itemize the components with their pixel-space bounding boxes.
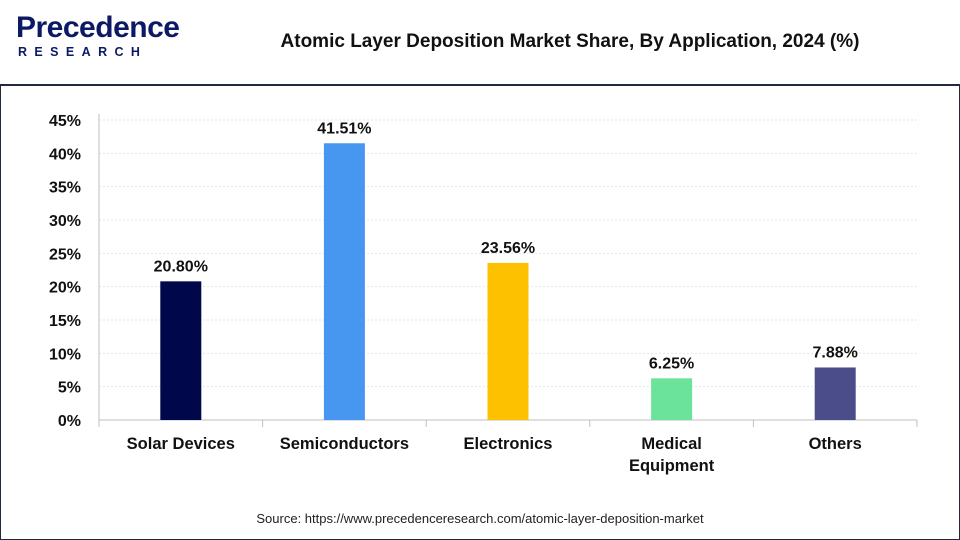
- bar: [651, 378, 693, 420]
- category-label: Medical: [641, 435, 702, 453]
- data-label: 23.56%: [481, 240, 535, 257]
- data-label: 7.88%: [813, 344, 858, 361]
- data-label: 41.51%: [317, 120, 371, 137]
- category-label: Electronics: [464, 435, 553, 453]
- bar: [814, 367, 856, 420]
- y-tick-label: 25%: [49, 246, 81, 263]
- header: Precedence RESEARCH Atomic Layer Deposit…: [0, 0, 960, 86]
- category-label: Solar Devices: [127, 435, 235, 453]
- brand-logo: Precedence RESEARCH: [16, 12, 180, 66]
- logo-subtitle: RESEARCH: [18, 45, 148, 59]
- y-tick-label: 15%: [49, 313, 81, 330]
- data-label: 6.25%: [649, 355, 694, 372]
- y-tick-label: 0%: [58, 413, 81, 430]
- y-tick-label: 5%: [58, 380, 81, 397]
- data-label: 20.80%: [154, 258, 208, 275]
- chart-title: Atomic Layer Deposition Market Share, By…: [280, 31, 860, 52]
- bar: [323, 143, 365, 420]
- y-tick-label: 20%: [49, 280, 81, 297]
- source-note: Source: https://www.precedenceresearch.c…: [256, 511, 704, 526]
- y-tick-label: 30%: [49, 213, 81, 230]
- bar: [487, 262, 529, 420]
- category-label: Others: [809, 435, 862, 453]
- category-label: Equipment: [629, 457, 715, 475]
- logo-wordmark: Precedence: [16, 11, 180, 44]
- bar-chart: 0% 5% 10% 15% 20% 25% 30% 35% 40% 45% 20.80% Solar …: [49, 113, 918, 475]
- y-tick-label: 35%: [49, 180, 81, 197]
- bar: [160, 281, 202, 420]
- y-tick-label: 40%: [49, 146, 81, 163]
- y-tick-label: 45%: [49, 113, 81, 130]
- category-label: Semiconductors: [280, 435, 409, 453]
- y-tick-label: 10%: [49, 346, 81, 363]
